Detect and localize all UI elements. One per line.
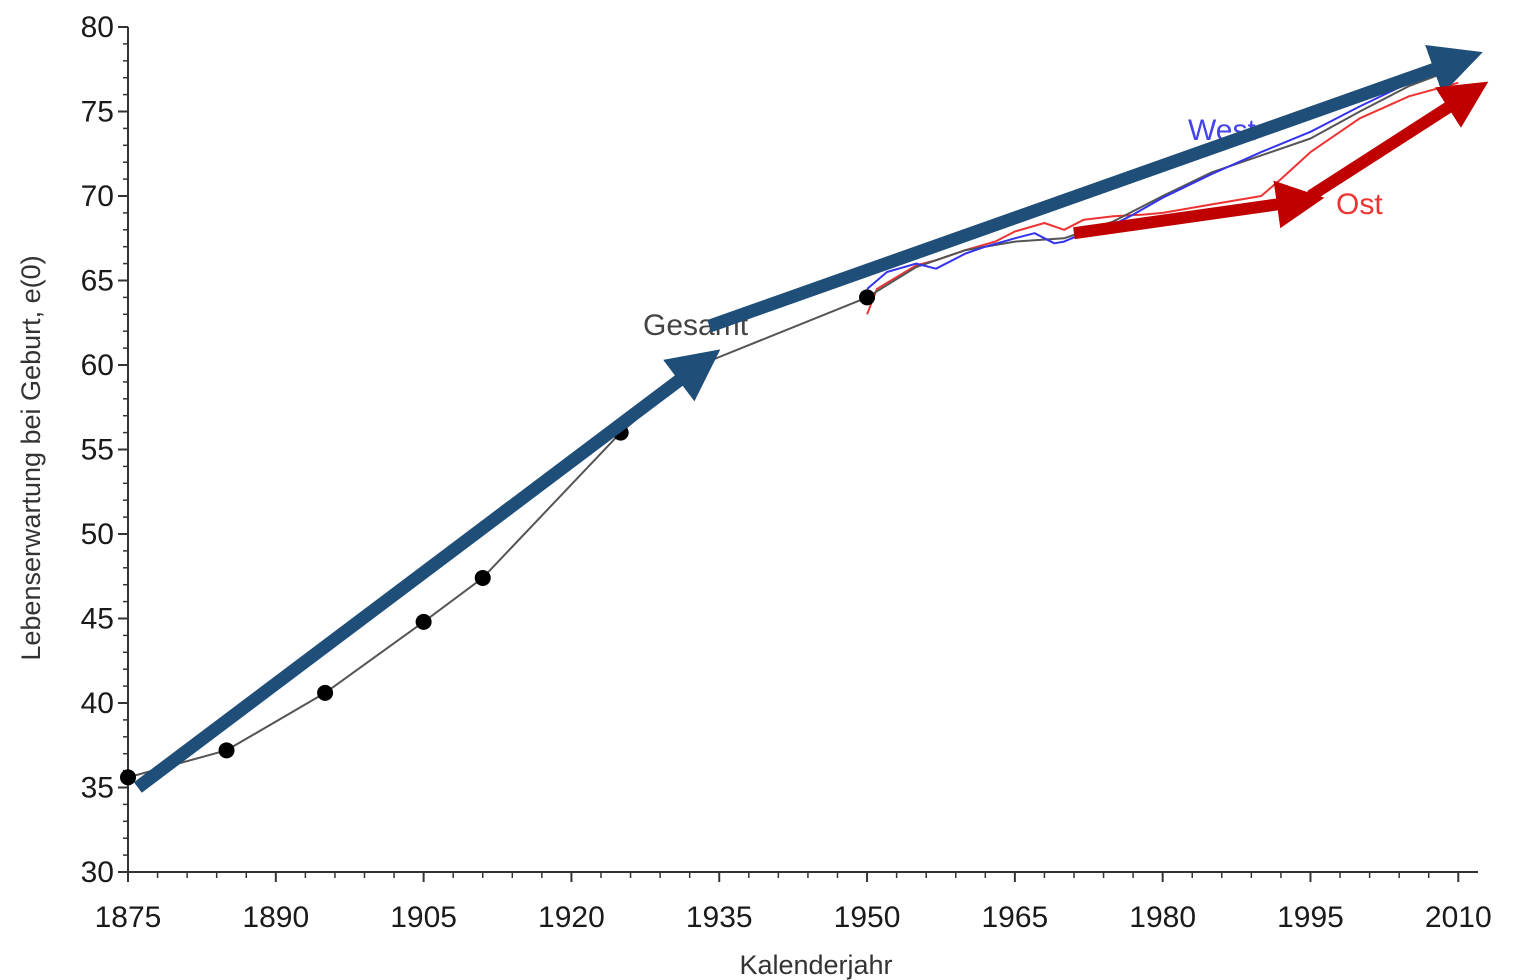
x-tick-label: 1950 [834,901,901,934]
trend-arrow-blue-2 [707,44,1483,333]
trend-arrow-blue-1 [133,349,721,793]
axes [127,27,1478,873]
data-point-gesamt [415,613,432,630]
x-axis-ticks: 1875 1890 1905 1920 1935 1950 1965 1980 1995 2010 [95,872,1492,934]
trend-arrow-red-4 [1307,81,1489,202]
x-tick-label: 1965 [981,901,1048,934]
x-tick-label: 1905 [390,901,457,934]
y-tick-label: 80 [81,11,114,44]
y-tick-label: 55 [81,434,114,467]
data-point-gesamt [120,769,136,786]
x-tick-label: 1995 [1277,901,1344,934]
x-tick-label: 1935 [686,901,753,934]
y-axis-title: Lebenserwartung bei Geburt, e(0) [16,255,46,660]
series-lines [127,61,1459,779]
series-line-west [866,61,1459,290]
x-tick-label: 1980 [1129,901,1196,934]
x-tick-label: 2010 [1425,901,1492,934]
x-tick-label: 1920 [538,901,605,934]
y-tick-label: 30 [81,856,114,889]
y-axis-ticks: 30 35 40 45 50 55 60 65 70 75 80 [81,11,128,889]
y-tick-label: 60 [81,349,114,382]
trend-arrow-red-3 [1073,180,1325,240]
series-label-ost: Ost [1336,188,1383,221]
x-tick-label: 1875 [95,901,162,934]
data-point-gesamt [859,289,876,306]
trend-arrows [133,44,1489,793]
y-tick-label: 50 [81,518,114,551]
data-point-gesamt [474,569,491,586]
data-point-gesamt [317,684,334,701]
y-tick-label: 75 [81,96,114,129]
x-tick-label: 1890 [242,901,309,934]
y-tick-label: 35 [81,772,114,805]
series-line-gesamt [127,66,1459,779]
y-tick-label: 65 [81,265,114,298]
data-point-gesamt [218,742,235,759]
y-tick-label: 45 [81,603,114,636]
y-tick-label: 40 [81,687,114,720]
x-axis-title: Kalenderjahr [739,950,892,980]
y-tick-label: 70 [81,180,114,213]
